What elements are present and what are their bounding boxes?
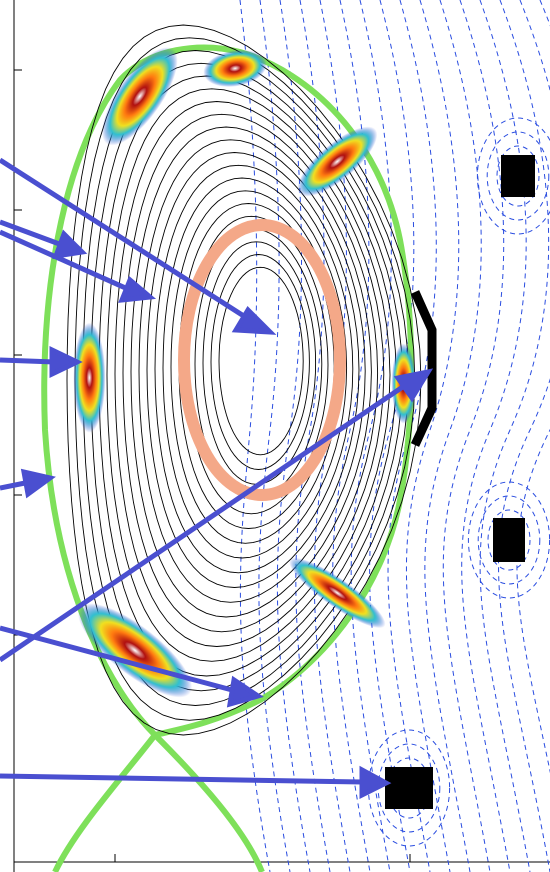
- flux-surface: [66, 24, 422, 736]
- flux-surface: [170, 190, 341, 544]
- vacuum-field-line: [295, 0, 331, 872]
- vacuum-field-line: [479, 0, 550, 872]
- vacuum-field-line: [498, 0, 550, 872]
- vacuum-field-line: [516, 0, 550, 774]
- vacuum-field-line: [405, 0, 460, 872]
- arrow-to-separatrix: [0, 468, 56, 499]
- vacuum-field-line: [387, 0, 437, 872]
- coil-lower: [385, 767, 433, 809]
- coil-upper: [501, 155, 535, 197]
- arrow-to-flux-surface: [0, 229, 157, 303]
- vacuum-field-line: [239, 0, 271, 872]
- vacuum-field-line: [369, 0, 415, 872]
- heating-spot: [203, 49, 267, 87]
- flux-surfaces: [66, 24, 422, 736]
- separatrix: [41, 44, 415, 872]
- arrow-to-core: [0, 157, 277, 335]
- heating-spot: [289, 557, 386, 629]
- flux-surface: [122, 113, 379, 633]
- vacuum-field-lines: [239, 0, 550, 872]
- coil-field-loop: [477, 495, 541, 585]
- vacuum-field-line: [442, 0, 505, 872]
- flux-surface: [162, 177, 348, 559]
- vacuum-field-line: [276, 0, 311, 872]
- antenna-bracket: [410, 290, 437, 447]
- flux-surface: [138, 139, 366, 603]
- flux-surface: [210, 254, 310, 470]
- flux-surface: [154, 164, 354, 574]
- arrow-to-inner-spot: [0, 219, 88, 260]
- arrow-to-left-spot: [0, 346, 83, 378]
- flux-surface: [106, 88, 391, 662]
- arrow-to-coil: [0, 765, 392, 800]
- coil-field-loop: [487, 509, 531, 571]
- flux-surface: [130, 126, 372, 618]
- coil-field-loop: [496, 145, 540, 207]
- arrow-to-antenna: [0, 368, 434, 663]
- coil-field-loop: [476, 117, 550, 235]
- flux-surface: [202, 241, 317, 485]
- heating-spot: [101, 47, 178, 146]
- rational-surface-ring: [178, 219, 346, 501]
- flux-surface: [114, 101, 385, 647]
- heating-spot: [73, 322, 106, 433]
- flux-surface: [194, 228, 323, 500]
- coil-middle: [493, 518, 525, 562]
- axis-frame: [13, 0, 550, 872]
- heating-spot: [297, 126, 378, 197]
- flux-surface: [218, 266, 304, 456]
- arrow-to-scrape-off: [0, 625, 264, 708]
- vacuum-field-line: [424, 0, 482, 872]
- vacuum-field-line: [350, 0, 392, 872]
- coil-field-loop: [486, 131, 550, 221]
- vacuum-field-line: [461, 0, 527, 872]
- annotation-arrows: [0, 157, 434, 800]
